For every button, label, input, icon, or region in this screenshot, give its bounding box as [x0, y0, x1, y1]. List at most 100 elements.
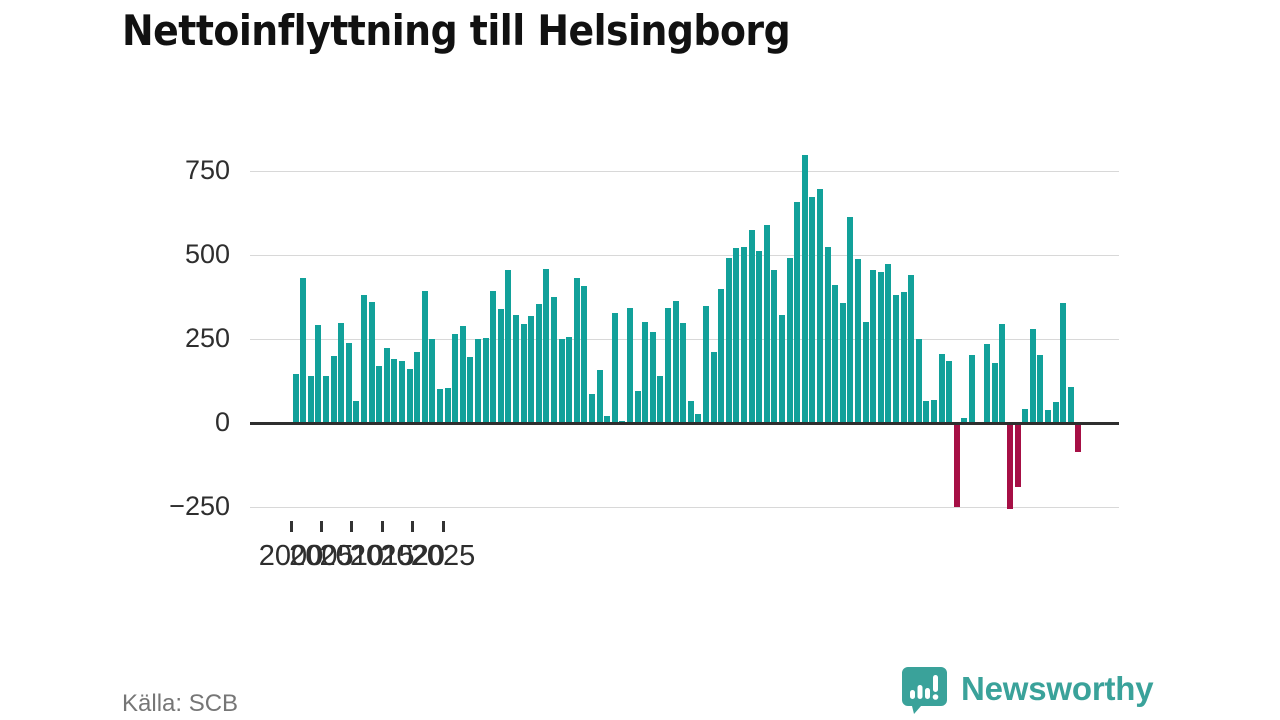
- bar-q41: [604, 416, 611, 423]
- bar-q97: [1029, 328, 1036, 423]
- bar-q6: [338, 323, 345, 423]
- bar-q67: [801, 154, 808, 423]
- bar-q78: [885, 264, 892, 423]
- bar-q12: [383, 348, 390, 423]
- bar-q54: [702, 306, 709, 423]
- bar-q72: [839, 303, 846, 423]
- x-tick-2000: [289, 521, 293, 532]
- gridline-500: [250, 255, 1119, 256]
- bar-q14: [398, 360, 405, 423]
- y-tick-label-750: 750: [184, 155, 230, 185]
- bar-q102: [1067, 386, 1074, 423]
- bar-q74: [854, 259, 861, 423]
- bar-q30: [520, 323, 527, 423]
- bar-q15: [406, 368, 413, 423]
- bar-q59: [740, 246, 747, 423]
- bar-q25: [482, 338, 489, 423]
- bar-q35: [558, 339, 565, 423]
- source-note: Källa: SCB: [122, 690, 239, 717]
- bar-q31: [528, 316, 535, 423]
- bar-q47: [649, 332, 656, 423]
- bar-q16: [414, 352, 421, 423]
- x-tick-label-2010: 2010: [319, 540, 385, 572]
- bar-q44: [626, 308, 633, 423]
- bar-q17: [421, 290, 428, 423]
- bar-q82: [915, 339, 922, 423]
- bar-q60: [748, 229, 755, 423]
- bar-q50: [672, 301, 679, 423]
- bar-q27: [497, 309, 504, 423]
- zero-baseline: [250, 421, 1119, 425]
- bar-q49: [664, 308, 671, 423]
- bar-q22: [459, 326, 466, 423]
- bar-q53: [695, 413, 702, 423]
- newsworthy-logo-icon: [900, 665, 949, 714]
- bar-q93: [999, 324, 1006, 423]
- bar-q33: [543, 268, 550, 423]
- bar-q37: [573, 278, 580, 423]
- bar-q92: [991, 362, 998, 423]
- bar-q46: [642, 321, 649, 423]
- gridline--250: [250, 507, 1119, 508]
- bar-q91: [984, 344, 991, 423]
- bar-q84: [930, 400, 937, 423]
- bar-q34: [550, 297, 557, 423]
- y-axis: 750 500 250 0 −250: [0, 140, 230, 540]
- bar-q63: [771, 270, 778, 423]
- bar-q2: [307, 375, 314, 423]
- bar-q39: [588, 393, 595, 423]
- bar-q81: [908, 275, 915, 423]
- bar-q89: [968, 355, 975, 423]
- bar-q66: [794, 202, 801, 423]
- x-tick-2005: [319, 521, 323, 532]
- bar-q8: [353, 400, 360, 423]
- chart-title: Nettoinflyttning till Helsingborg: [122, 6, 791, 55]
- bar-q73: [847, 217, 854, 423]
- y-tick-label--250: −250: [169, 491, 230, 521]
- bar-q96: [1022, 408, 1029, 423]
- bar-q98: [1037, 355, 1044, 423]
- bar-q57: [725, 258, 732, 423]
- y-tick-label-250: 250: [184, 323, 230, 353]
- bar-q40: [596, 369, 603, 423]
- bar-q23: [467, 357, 474, 423]
- x-tick-label-2000: 2000: [258, 540, 324, 572]
- bar-q68: [809, 196, 816, 423]
- bar-q1: [300, 277, 307, 423]
- bar-q61: [756, 250, 763, 423]
- brand-name: Newsworthy: [961, 670, 1154, 707]
- bar-q83: [923, 401, 930, 423]
- plot-area: 2000 2005 2010 2015 2020 2025: [250, 140, 1119, 572]
- bar-q7: [345, 343, 352, 423]
- bar-q29: [512, 314, 519, 423]
- bar-q99: [1044, 410, 1051, 423]
- x-tick-2010: [350, 521, 354, 532]
- x-tick-2015: [380, 521, 384, 532]
- x-tick-2020: [411, 521, 415, 532]
- bar-q64: [778, 315, 785, 423]
- bar-q56: [718, 289, 725, 423]
- bar-q26: [490, 291, 497, 423]
- bar-q48: [657, 376, 664, 423]
- bar-q36: [566, 337, 573, 423]
- bar-q10: [368, 302, 375, 423]
- bar-q65: [786, 258, 793, 423]
- bar-q69: [816, 189, 823, 423]
- bar-q32: [535, 304, 542, 423]
- bar-q19: [436, 389, 443, 423]
- bar-q94: [1006, 424, 1013, 509]
- bar-q71: [832, 285, 839, 423]
- bar-q20: [444, 387, 451, 423]
- bar-q38: [581, 285, 588, 423]
- x-tick-label-2020: 2020: [380, 540, 445, 572]
- bar-q5: [330, 355, 337, 423]
- x-tick-label-2005: 2005: [289, 540, 354, 572]
- bar-q95: [1014, 424, 1021, 488]
- bar-q52: [687, 401, 694, 423]
- bar-q79: [892, 294, 899, 423]
- bar-q70: [824, 246, 831, 423]
- bar-q45: [634, 391, 641, 423]
- brand-footer: Newsworthy: [900, 664, 1154, 714]
- x-tick-label-2015: 2015: [349, 540, 415, 572]
